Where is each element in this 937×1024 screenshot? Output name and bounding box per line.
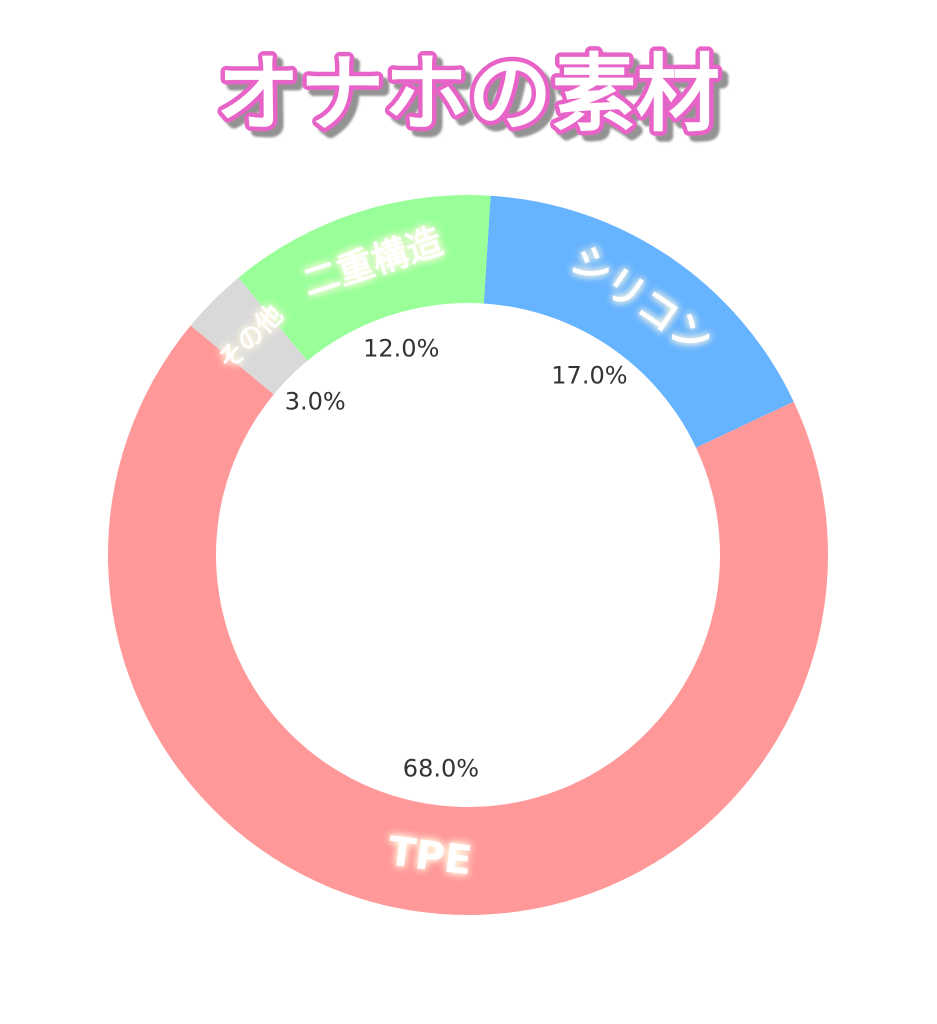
donut-segment <box>483 195 794 448</box>
percent-label: 12.0% <box>363 335 439 363</box>
percent-label: 17.0% <box>551 361 627 389</box>
donut-segment <box>108 325 829 916</box>
percent-label: 3.0% <box>285 387 346 415</box>
segment-label: TPE <box>385 829 474 885</box>
donut-segment <box>190 277 308 395</box>
donut-segment <box>238 195 491 361</box>
percent-label: 68.0% <box>403 754 479 782</box>
chart-title: オナホの素材 <box>216 45 720 143</box>
